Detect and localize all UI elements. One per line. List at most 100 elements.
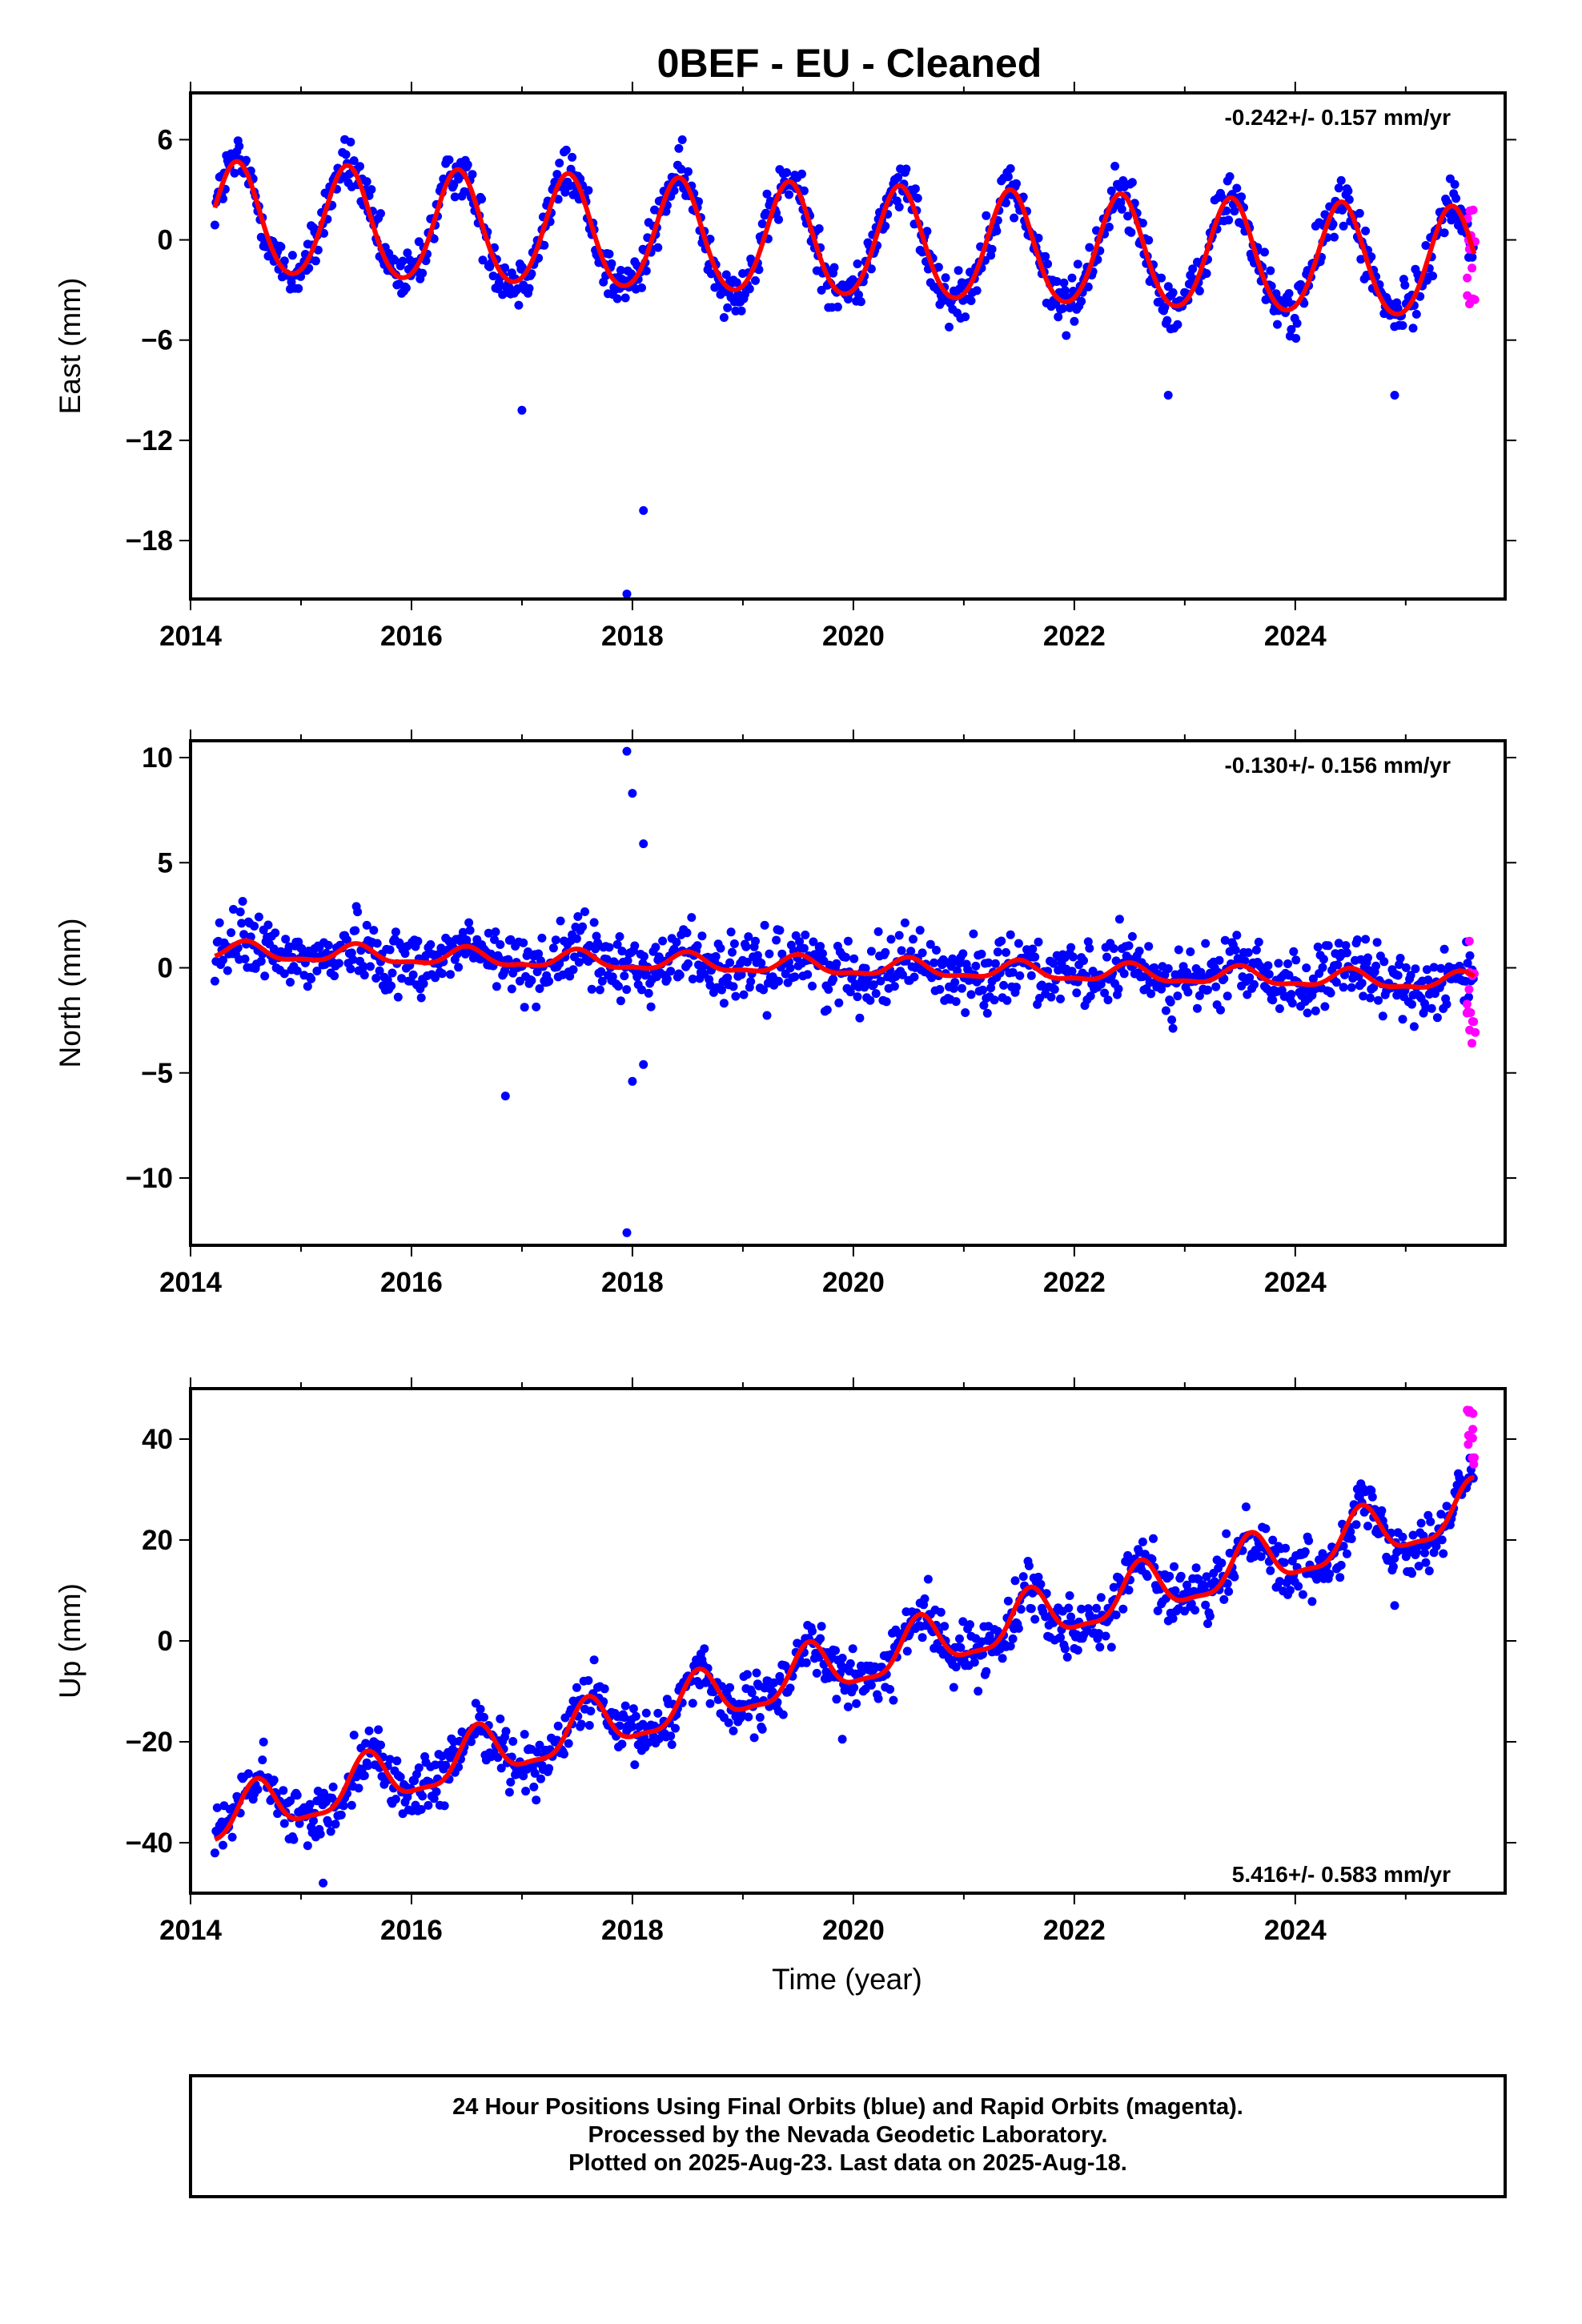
final-orbit-point [628, 1722, 637, 1731]
final-orbit-point [1046, 992, 1056, 1002]
final-orbit-point [440, 1801, 449, 1811]
final-orbit-point [1202, 269, 1211, 278]
final-orbit-point [471, 1699, 480, 1708]
rapid-orbit-point [1464, 985, 1474, 994]
final-orbit-point [1296, 279, 1305, 289]
final-orbit-point [1256, 1552, 1266, 1562]
final-orbit-point [413, 936, 423, 946]
final-orbit-point [728, 947, 737, 957]
footer-line-1: 24 Hour Positions Using Final Orbits (bl… [452, 2094, 1243, 2120]
final-orbit-point [311, 256, 320, 266]
final-orbit-point [744, 932, 753, 942]
final-orbit-point [1374, 995, 1383, 1005]
final-orbit-point [1377, 1506, 1387, 1515]
rapid-orbit-point [1466, 1008, 1476, 1017]
final-orbit-point [1339, 1542, 1348, 1551]
final-orbit-point [954, 266, 963, 275]
final-orbit-point [855, 1013, 865, 1023]
final-orbit-point [584, 186, 593, 195]
final-orbit-point [653, 243, 663, 252]
final-orbit-point [1157, 984, 1166, 994]
final-orbit-point [845, 1659, 855, 1668]
final-orbit-point [1398, 1532, 1407, 1542]
x-tick-label: 2020 [822, 621, 885, 652]
final-orbit-point [229, 905, 238, 914]
final-orbit-point [1333, 960, 1343, 970]
final-orbit-point [235, 907, 245, 917]
x-tick-label: 2018 [601, 621, 664, 652]
final-orbit-point [724, 1718, 733, 1727]
final-orbit-point [921, 1621, 930, 1630]
final-orbit-point [573, 912, 583, 921]
final-orbit-point [628, 789, 637, 798]
final-orbit-point [418, 268, 428, 278]
final-orbit-point [1307, 1597, 1317, 1606]
final-orbit-point [1186, 947, 1195, 956]
plot-frame [189, 1387, 1507, 1895]
final-orbit-point [639, 951, 648, 961]
final-orbit-point [520, 1003, 529, 1012]
rapid-orbit-point [1464, 1440, 1473, 1449]
final-orbit-point [560, 187, 570, 197]
final-orbit-point [1049, 959, 1058, 968]
final-orbit-point [1217, 1558, 1227, 1568]
final-orbit-point [565, 971, 575, 981]
final-orbit-point [426, 940, 436, 949]
final-orbit-point [739, 990, 749, 999]
final-orbit-point [1014, 1623, 1023, 1633]
final-orbit-point [974, 1687, 983, 1696]
final-orbit-point [504, 1787, 514, 1797]
final-orbit-point [507, 984, 516, 994]
final-orbit-point [450, 192, 460, 202]
final-orbit-point [871, 989, 881, 999]
rapid-orbit-point [1469, 1017, 1479, 1027]
final-orbit-point [1163, 391, 1173, 400]
x-tick-label: 2024 [1264, 1267, 1327, 1298]
final-orbit-point [369, 926, 379, 935]
final-orbit-point [641, 1708, 651, 1718]
final-orbit-point [500, 263, 510, 272]
final-orbit-point [254, 912, 263, 922]
final-orbit-point [397, 974, 407, 983]
final-orbit-point [945, 322, 954, 332]
final-orbit-point [716, 943, 725, 953]
rapid-orbit-point [1464, 1408, 1474, 1417]
final-orbit-point [993, 947, 1002, 957]
final-orbit-point [630, 1760, 640, 1770]
final-orbit-point [849, 954, 859, 963]
final-orbit-point [600, 1684, 609, 1694]
final-orbit-point [654, 1734, 664, 1743]
final-orbit-point [1170, 1562, 1178, 1571]
final-orbit-point [355, 162, 364, 171]
final-orbit-point [923, 1574, 933, 1584]
final-orbit-point [729, 982, 738, 991]
final-orbit-point [628, 1076, 637, 1086]
final-orbit-point [279, 256, 289, 266]
footer-line-2: Processed by the Nevada Geodetic Laborat… [588, 2122, 1108, 2148]
final-orbit-point [612, 294, 622, 304]
final-orbit-point [893, 173, 903, 182]
final-orbit-point [1237, 192, 1247, 202]
x-tick-label: 2022 [1043, 621, 1106, 652]
final-orbit-point [622, 1228, 632, 1237]
final-orbit-point [529, 1782, 539, 1791]
final-orbit-point [651, 943, 661, 952]
final-orbit-point [454, 1763, 464, 1771]
final-orbit-point [958, 1617, 968, 1626]
final-orbit-point [866, 264, 876, 274]
final-orbit-point [468, 170, 477, 179]
final-orbit-point [1371, 961, 1381, 971]
final-orbit-point [347, 1800, 356, 1810]
final-orbit-point [574, 958, 584, 967]
final-orbit-point [279, 969, 289, 979]
final-orbit-point [271, 928, 280, 938]
final-orbit-point [1393, 971, 1403, 980]
final-orbit-point [480, 1712, 488, 1722]
final-orbit-point [1398, 1015, 1407, 1024]
x-tick-label: 2014 [159, 1267, 222, 1298]
final-orbit-point [1073, 1646, 1082, 1655]
final-orbit-point [1390, 391, 1399, 400]
final-orbit-point [421, 256, 431, 266]
y-tick-label: 0 [158, 953, 173, 984]
final-orbit-point [400, 949, 410, 959]
